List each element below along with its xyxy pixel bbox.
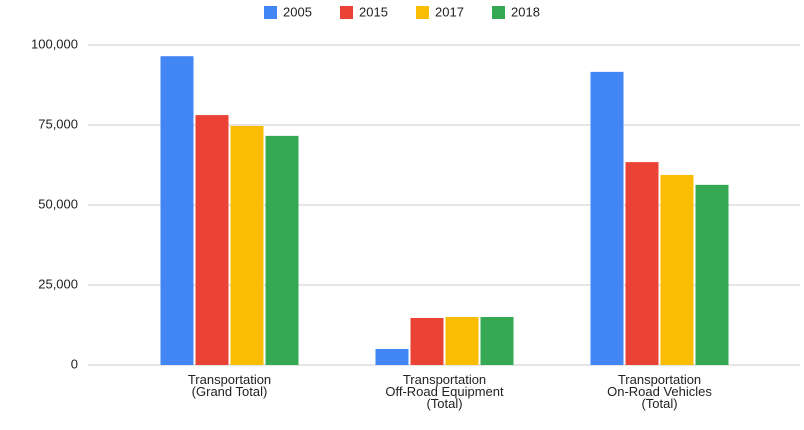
bar	[375, 349, 409, 365]
legend-swatch	[264, 6, 277, 19]
bar	[625, 162, 659, 365]
x-tick-label: Transportation (Grand Total)	[188, 372, 271, 399]
legend-swatch	[416, 6, 429, 19]
x-tick-label-line: (Total)	[426, 396, 462, 411]
x-tick-label-line: Transportation	[403, 372, 486, 387]
x-tick-label-line: On-Road Vehicles	[607, 384, 712, 399]
y-tick-label: 25,000	[38, 276, 78, 291]
bar	[445, 317, 479, 365]
x-tick-label-line: Transportation	[188, 372, 271, 387]
bar	[480, 317, 514, 365]
bar	[660, 174, 694, 365]
bar	[195, 115, 229, 365]
legend-label: 2015	[359, 4, 388, 19]
y-tick-label: 100,000	[31, 36, 78, 51]
legend-swatch	[340, 6, 353, 19]
bar	[590, 71, 624, 365]
legend-swatch	[492, 6, 505, 19]
x-tick-label: Transportation Off-Road Equipment (Total)	[385, 372, 504, 411]
legend-label: 2017	[435, 4, 464, 19]
legend-label: 2005	[283, 4, 312, 19]
x-tick-label: Transportation On-Road Vehicles (Total)	[607, 372, 712, 411]
bar	[410, 317, 444, 365]
bar	[160, 56, 194, 365]
legend-label: 2018	[511, 4, 540, 19]
x-tick-label-line: (Grand Total)	[192, 384, 268, 399]
bar	[230, 125, 264, 366]
y-tick-label: 0	[71, 356, 78, 371]
bar	[695, 184, 729, 365]
x-tick-label-line: Off-Road Equipment	[385, 384, 504, 399]
y-tick-label: 75,000	[38, 116, 78, 131]
x-tick-label-line: Transportation	[618, 372, 701, 387]
bar	[265, 135, 299, 365]
x-tick-label-line: (Total)	[641, 396, 677, 411]
y-tick-label: 50,000	[38, 196, 78, 211]
